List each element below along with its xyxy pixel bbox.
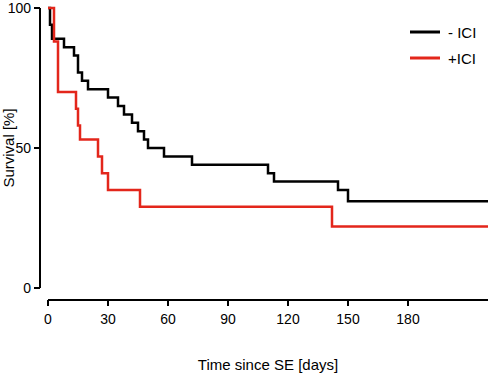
x-tick-label: 90 bbox=[220, 311, 236, 327]
x-tick bbox=[347, 300, 349, 306]
y-tick bbox=[34, 7, 40, 9]
legend-label: +ICI bbox=[448, 50, 476, 67]
plot-area bbox=[48, 8, 488, 226]
x-tick bbox=[107, 300, 109, 306]
x-tick-label: 150 bbox=[336, 311, 360, 327]
x-tick bbox=[227, 300, 229, 306]
y-tick bbox=[34, 287, 40, 289]
survival-line bbox=[48, 8, 488, 226]
x-tick-label: 30 bbox=[100, 311, 116, 327]
y-tick bbox=[34, 147, 40, 149]
x-tick-label: 120 bbox=[276, 311, 300, 327]
x-tick bbox=[167, 300, 169, 306]
x-tick-label: 0 bbox=[44, 311, 52, 327]
legend-label: - ICI bbox=[448, 24, 476, 41]
y-axis-label: Survival [%] bbox=[0, 108, 17, 187]
y-tick-label: 0 bbox=[23, 280, 31, 296]
legend-swatch bbox=[410, 31, 440, 34]
y-tick-label: 50 bbox=[15, 140, 31, 156]
x-axis bbox=[48, 299, 488, 301]
chart: 0 50 100 0 30 60 90 120 150 180 Time since SE [day… bbox=[0, 0, 500, 385]
x-axis-label: Time since SE [days] bbox=[198, 356, 338, 373]
legend-swatch bbox=[410, 57, 440, 60]
x-tick-label: 180 bbox=[396, 311, 420, 327]
y-tick-label: 100 bbox=[8, 0, 32, 16]
x-tick bbox=[407, 300, 409, 306]
x-tick bbox=[287, 300, 289, 306]
survival-line bbox=[48, 8, 488, 201]
x-tick bbox=[47, 300, 49, 306]
x-tick-label: 60 bbox=[160, 311, 176, 327]
